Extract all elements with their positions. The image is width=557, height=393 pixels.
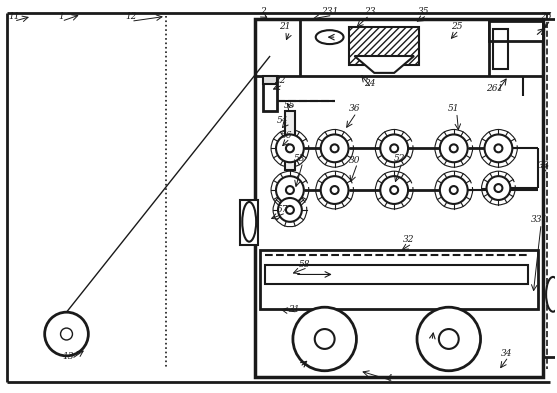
Bar bbox=[488, 21, 543, 41]
Bar bbox=[260, 250, 538, 309]
Circle shape bbox=[276, 134, 304, 162]
Circle shape bbox=[485, 134, 512, 162]
Text: 51: 51 bbox=[448, 104, 460, 113]
Text: 58: 58 bbox=[299, 260, 311, 269]
Text: 21: 21 bbox=[279, 22, 291, 31]
Bar bbox=[543, 19, 557, 357]
Text: 261: 261 bbox=[486, 84, 503, 93]
Text: 31: 31 bbox=[289, 305, 301, 314]
Circle shape bbox=[276, 176, 304, 204]
Text: 30: 30 bbox=[349, 156, 360, 165]
Circle shape bbox=[45, 312, 89, 356]
Text: 331: 331 bbox=[530, 215, 548, 224]
Bar bbox=[263, 76, 277, 84]
Ellipse shape bbox=[546, 277, 557, 312]
Text: 22: 22 bbox=[274, 76, 286, 85]
Circle shape bbox=[286, 206, 294, 214]
Circle shape bbox=[495, 184, 502, 192]
Circle shape bbox=[450, 186, 458, 194]
Text: 56: 56 bbox=[281, 131, 292, 140]
Bar bbox=[285, 110, 295, 170]
Text: 13: 13 bbox=[63, 353, 74, 361]
Text: 52: 52 bbox=[393, 154, 405, 163]
Circle shape bbox=[321, 176, 349, 204]
Polygon shape bbox=[354, 56, 414, 73]
Ellipse shape bbox=[242, 202, 256, 242]
Bar bbox=[240, 200, 258, 245]
Text: 26: 26 bbox=[540, 12, 552, 21]
Text: 57: 57 bbox=[277, 206, 289, 215]
Bar bbox=[265, 264, 528, 285]
Circle shape bbox=[321, 134, 349, 162]
Circle shape bbox=[331, 186, 339, 194]
Text: 1: 1 bbox=[58, 12, 65, 21]
Circle shape bbox=[450, 144, 458, 152]
Text: 32: 32 bbox=[403, 235, 415, 244]
Circle shape bbox=[380, 134, 408, 162]
Text: 11: 11 bbox=[8, 12, 19, 21]
Circle shape bbox=[390, 186, 398, 194]
Text: 12: 12 bbox=[125, 12, 137, 21]
Circle shape bbox=[417, 307, 481, 371]
Text: 55: 55 bbox=[284, 101, 296, 110]
Circle shape bbox=[440, 134, 468, 162]
Text: 23: 23 bbox=[364, 7, 375, 16]
Circle shape bbox=[390, 144, 398, 152]
Circle shape bbox=[486, 176, 510, 200]
Bar bbox=[255, 19, 543, 377]
Text: 36: 36 bbox=[349, 104, 360, 113]
Circle shape bbox=[495, 144, 502, 152]
Text: 33: 33 bbox=[539, 161, 550, 170]
Text: 34: 34 bbox=[501, 349, 512, 358]
Text: 25: 25 bbox=[451, 22, 462, 31]
Circle shape bbox=[439, 329, 459, 349]
Ellipse shape bbox=[316, 30, 344, 44]
Bar bbox=[349, 27, 419, 65]
Bar bbox=[494, 29, 509, 69]
Text: 24: 24 bbox=[364, 79, 375, 88]
Circle shape bbox=[440, 176, 468, 204]
Circle shape bbox=[286, 186, 294, 194]
Circle shape bbox=[380, 176, 408, 204]
Circle shape bbox=[278, 198, 302, 222]
Text: 35: 35 bbox=[418, 7, 429, 16]
Text: 4: 4 bbox=[387, 374, 392, 383]
Circle shape bbox=[61, 328, 72, 340]
Text: 54: 54 bbox=[277, 116, 289, 125]
Circle shape bbox=[315, 329, 335, 349]
Circle shape bbox=[286, 144, 294, 152]
Text: 2: 2 bbox=[260, 7, 266, 16]
Text: 53: 53 bbox=[294, 154, 306, 163]
Circle shape bbox=[293, 307, 356, 371]
Text: 231: 231 bbox=[321, 7, 338, 16]
Circle shape bbox=[331, 144, 339, 152]
Bar bbox=[263, 76, 277, 110]
